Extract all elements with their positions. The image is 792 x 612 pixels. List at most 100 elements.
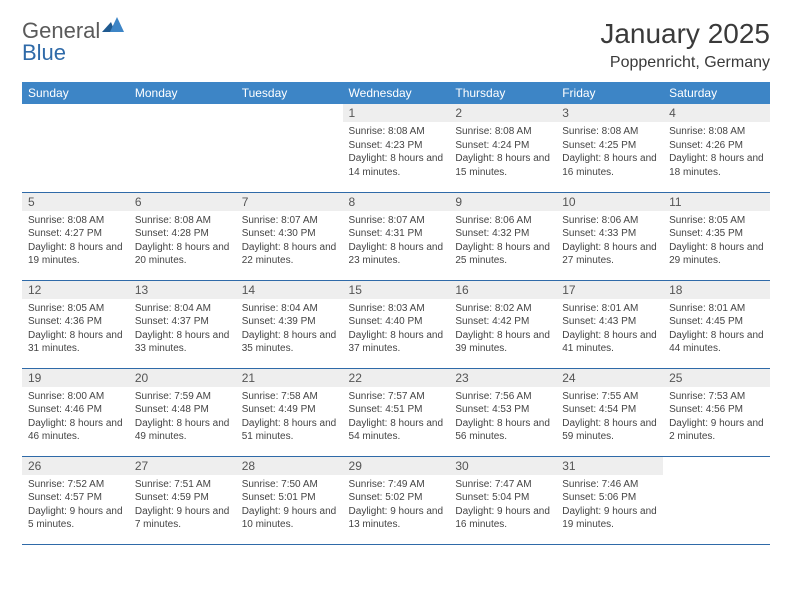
- calendar-day-cell: 19Sunrise: 8:00 AM Sunset: 4:46 PM Dayli…: [22, 368, 129, 456]
- day-number: 12: [22, 281, 129, 299]
- calendar-day-cell: 23Sunrise: 7:56 AM Sunset: 4:53 PM Dayli…: [449, 368, 556, 456]
- day-number: 25: [663, 369, 770, 387]
- day-detail-text: Sunrise: 7:59 AM Sunset: 4:48 PM Dayligh…: [129, 387, 236, 448]
- day-number: 2: [449, 104, 556, 122]
- day-detail-text: Sunrise: 8:08 AM Sunset: 4:27 PM Dayligh…: [22, 211, 129, 272]
- calendar-day-cell: 21Sunrise: 7:58 AM Sunset: 4:49 PM Dayli…: [236, 368, 343, 456]
- calendar-day-cell: 15Sunrise: 8:03 AM Sunset: 4:40 PM Dayli…: [343, 280, 450, 368]
- day-number: 24: [556, 369, 663, 387]
- day-detail-text: Sunrise: 7:49 AM Sunset: 5:02 PM Dayligh…: [343, 475, 450, 536]
- day-detail-text: Sunrise: 8:03 AM Sunset: 4:40 PM Dayligh…: [343, 299, 450, 360]
- weekday-header: Friday: [556, 82, 663, 104]
- calendar-day-cell: 27Sunrise: 7:51 AM Sunset: 4:59 PM Dayli…: [129, 456, 236, 544]
- day-detail-text: Sunrise: 7:47 AM Sunset: 5:04 PM Dayligh…: [449, 475, 556, 536]
- day-number: 9: [449, 193, 556, 211]
- day-detail-text: Sunrise: 8:04 AM Sunset: 4:39 PM Dayligh…: [236, 299, 343, 360]
- day-number: 4: [663, 104, 770, 122]
- day-detail-text: Sunrise: 8:08 AM Sunset: 4:26 PM Dayligh…: [663, 122, 770, 183]
- calendar-day-cell: 30Sunrise: 7:47 AM Sunset: 5:04 PM Dayli…: [449, 456, 556, 544]
- day-number: 3: [556, 104, 663, 122]
- calendar-day-cell: 22Sunrise: 7:57 AM Sunset: 4:51 PM Dayli…: [343, 368, 450, 456]
- day-detail-text: Sunrise: 7:46 AM Sunset: 5:06 PM Dayligh…: [556, 475, 663, 536]
- calendar-week-row: 5Sunrise: 8:08 AM Sunset: 4:27 PM Daylig…: [22, 192, 770, 280]
- day-number: 14: [236, 281, 343, 299]
- calendar-day-cell: 26Sunrise: 7:52 AM Sunset: 4:57 PM Dayli…: [22, 456, 129, 544]
- calendar-day-cell: 9Sunrise: 8:06 AM Sunset: 4:32 PM Daylig…: [449, 192, 556, 280]
- calendar-week-row: 12Sunrise: 8:05 AM Sunset: 4:36 PM Dayli…: [22, 280, 770, 368]
- day-number: 7: [236, 193, 343, 211]
- title-month: January 2025: [600, 18, 770, 50]
- day-detail-text: Sunrise: 8:04 AM Sunset: 4:37 PM Dayligh…: [129, 299, 236, 360]
- calendar-day-cell: 17Sunrise: 8:01 AM Sunset: 4:43 PM Dayli…: [556, 280, 663, 368]
- weekday-header: Wednesday: [343, 82, 450, 104]
- day-detail-text: Sunrise: 7:52 AM Sunset: 4:57 PM Dayligh…: [22, 475, 129, 536]
- day-number: 6: [129, 193, 236, 211]
- calendar-table: Sunday Monday Tuesday Wednesday Thursday…: [22, 82, 770, 545]
- day-number: 31: [556, 457, 663, 475]
- calendar-day-cell: 28Sunrise: 7:50 AM Sunset: 5:01 PM Dayli…: [236, 456, 343, 544]
- calendar-day-cell: 18Sunrise: 8:01 AM Sunset: 4:45 PM Dayli…: [663, 280, 770, 368]
- day-number: 29: [343, 457, 450, 475]
- day-detail-text: Sunrise: 7:50 AM Sunset: 5:01 PM Dayligh…: [236, 475, 343, 536]
- calendar-day-cell: [236, 104, 343, 192]
- day-number: 30: [449, 457, 556, 475]
- calendar-day-cell: 7Sunrise: 8:07 AM Sunset: 4:30 PM Daylig…: [236, 192, 343, 280]
- calendar-day-cell: 8Sunrise: 8:07 AM Sunset: 4:31 PM Daylig…: [343, 192, 450, 280]
- calendar-day-cell: 11Sunrise: 8:05 AM Sunset: 4:35 PM Dayli…: [663, 192, 770, 280]
- calendar-day-cell: 6Sunrise: 8:08 AM Sunset: 4:28 PM Daylig…: [129, 192, 236, 280]
- calendar-day-cell: 12Sunrise: 8:05 AM Sunset: 4:36 PM Dayli…: [22, 280, 129, 368]
- day-number: 8: [343, 193, 450, 211]
- day-detail-text: Sunrise: 7:51 AM Sunset: 4:59 PM Dayligh…: [129, 475, 236, 536]
- day-number: 1: [343, 104, 450, 122]
- calendar-week-row: 26Sunrise: 7:52 AM Sunset: 4:57 PM Dayli…: [22, 456, 770, 544]
- calendar-week-row: 19Sunrise: 8:00 AM Sunset: 4:46 PM Dayli…: [22, 368, 770, 456]
- calendar-day-cell: 16Sunrise: 8:02 AM Sunset: 4:42 PM Dayli…: [449, 280, 556, 368]
- day-detail-text: Sunrise: 8:01 AM Sunset: 4:45 PM Dayligh…: [663, 299, 770, 360]
- calendar-page: GeneralBlue January 2025 Poppenricht, Ge…: [0, 0, 792, 563]
- day-detail-text: Sunrise: 7:56 AM Sunset: 4:53 PM Dayligh…: [449, 387, 556, 448]
- day-detail-text: Sunrise: 8:08 AM Sunset: 4:23 PM Dayligh…: [343, 122, 450, 183]
- calendar-day-cell: 2Sunrise: 8:08 AM Sunset: 4:24 PM Daylig…: [449, 104, 556, 192]
- calendar-day-cell: 4Sunrise: 8:08 AM Sunset: 4:26 PM Daylig…: [663, 104, 770, 192]
- day-detail-text: Sunrise: 8:05 AM Sunset: 4:36 PM Dayligh…: [22, 299, 129, 360]
- calendar-day-cell: 13Sunrise: 8:04 AM Sunset: 4:37 PM Dayli…: [129, 280, 236, 368]
- weekday-header: Tuesday: [236, 82, 343, 104]
- day-number: 22: [343, 369, 450, 387]
- day-detail-text: Sunrise: 8:08 AM Sunset: 4:28 PM Dayligh…: [129, 211, 236, 272]
- calendar-day-cell: 25Sunrise: 7:53 AM Sunset: 4:56 PM Dayli…: [663, 368, 770, 456]
- day-detail-text: Sunrise: 8:01 AM Sunset: 4:43 PM Dayligh…: [556, 299, 663, 360]
- day-detail-text: Sunrise: 7:55 AM Sunset: 4:54 PM Dayligh…: [556, 387, 663, 448]
- day-number: 26: [22, 457, 129, 475]
- day-detail-text: Sunrise: 8:05 AM Sunset: 4:35 PM Dayligh…: [663, 211, 770, 272]
- day-detail-text: Sunrise: 8:07 AM Sunset: 4:31 PM Dayligh…: [343, 211, 450, 272]
- title-location: Poppenricht, Germany: [600, 54, 770, 72]
- calendar-body: 1Sunrise: 8:08 AM Sunset: 4:23 PM Daylig…: [22, 104, 770, 544]
- weekday-header: Saturday: [663, 82, 770, 104]
- calendar-day-cell: 3Sunrise: 8:08 AM Sunset: 4:25 PM Daylig…: [556, 104, 663, 192]
- day-number: 23: [449, 369, 556, 387]
- day-detail-text: Sunrise: 8:06 AM Sunset: 4:33 PM Dayligh…: [556, 211, 663, 272]
- day-detail-text: Sunrise: 8:08 AM Sunset: 4:24 PM Dayligh…: [449, 122, 556, 183]
- day-number: 19: [22, 369, 129, 387]
- day-detail-text: Sunrise: 8:00 AM Sunset: 4:46 PM Dayligh…: [22, 387, 129, 448]
- weekday-header-row: Sunday Monday Tuesday Wednesday Thursday…: [22, 82, 770, 104]
- day-number: 21: [236, 369, 343, 387]
- day-number: 18: [663, 281, 770, 299]
- day-detail-text: Sunrise: 7:57 AM Sunset: 4:51 PM Dayligh…: [343, 387, 450, 448]
- calendar-week-row: 1Sunrise: 8:08 AM Sunset: 4:23 PM Daylig…: [22, 104, 770, 192]
- calendar-day-cell: 10Sunrise: 8:06 AM Sunset: 4:33 PM Dayli…: [556, 192, 663, 280]
- day-detail-text: Sunrise: 8:06 AM Sunset: 4:32 PM Dayligh…: [449, 211, 556, 272]
- calendar-day-cell: [129, 104, 236, 192]
- day-number: 16: [449, 281, 556, 299]
- weekday-header: Monday: [129, 82, 236, 104]
- day-number: 27: [129, 457, 236, 475]
- day-detail-text: Sunrise: 8:08 AM Sunset: 4:25 PM Dayligh…: [556, 122, 663, 183]
- day-detail-text: Sunrise: 7:58 AM Sunset: 4:49 PM Dayligh…: [236, 387, 343, 448]
- calendar-day-cell: 29Sunrise: 7:49 AM Sunset: 5:02 PM Dayli…: [343, 456, 450, 544]
- calendar-day-cell: 14Sunrise: 8:04 AM Sunset: 4:39 PM Dayli…: [236, 280, 343, 368]
- day-detail-text: Sunrise: 8:02 AM Sunset: 4:42 PM Dayligh…: [449, 299, 556, 360]
- calendar-day-cell: 1Sunrise: 8:08 AM Sunset: 4:23 PM Daylig…: [343, 104, 450, 192]
- day-number: 15: [343, 281, 450, 299]
- calendar-day-cell: 20Sunrise: 7:59 AM Sunset: 4:48 PM Dayli…: [129, 368, 236, 456]
- calendar-day-cell: 5Sunrise: 8:08 AM Sunset: 4:27 PM Daylig…: [22, 192, 129, 280]
